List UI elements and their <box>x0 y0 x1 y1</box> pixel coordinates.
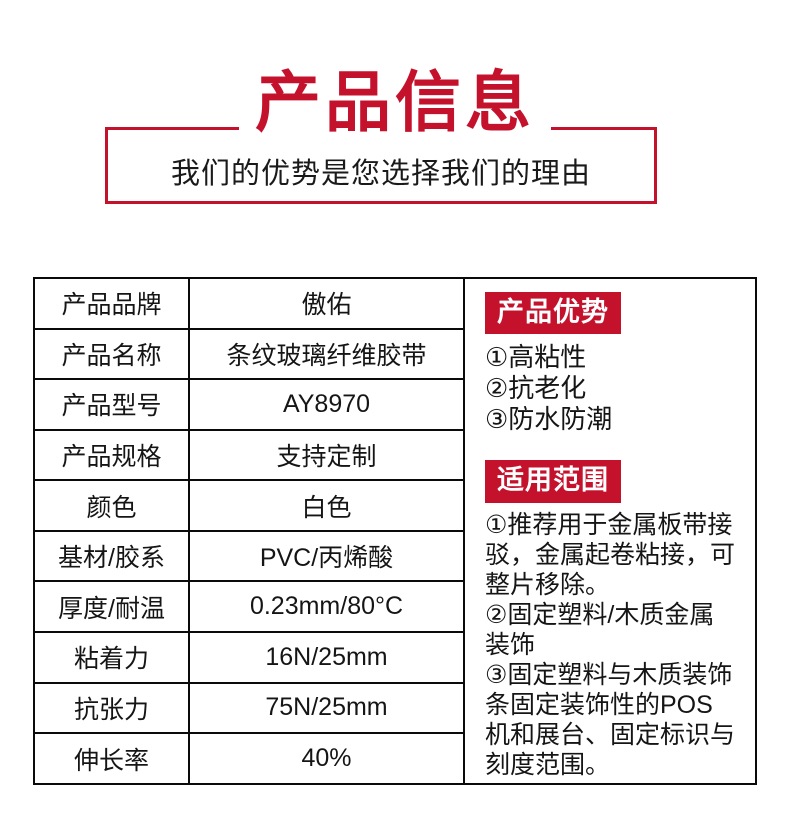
table-row: 厚度/耐温 0.23mm/80°C <box>33 580 756 634</box>
scope-list: ①推荐用于金属板带接驳，金属起卷粘接，可整片移除。 ②固定塑料/木质金属装饰 ③… <box>485 510 735 780</box>
spec-label: 伸长率 <box>33 732 190 785</box>
spec-label: 产品型号 <box>33 378 190 431</box>
spec-label: 颜色 <box>33 479 190 532</box>
table-row: 粘着力 16N/25mm <box>33 631 756 684</box>
table-row: 产品型号 AY8970 <box>33 378 756 431</box>
spec-label: 产品品牌 <box>33 277 190 330</box>
table-row: 产品品牌 傲佑 产品优势 ①高粘性 ②抗老化 ③防水防潮 适用范围 <box>33 277 757 785</box>
spec-value: 75N/25mm <box>188 681 465 735</box>
advantages-badge: 产品优势 <box>485 292 621 335</box>
spec-value: 白色 <box>188 479 465 532</box>
advantage-item: ③防水防潮 <box>485 404 613 435</box>
table-row: 颜色 白色 <box>33 479 756 532</box>
scope-item: ②固定塑料/木质金属装饰 <box>485 600 715 659</box>
spec-label: 基材/胶系 <box>33 529 190 583</box>
spec-value: 0.23mm/80°C <box>188 580 465 634</box>
spec-value: 条纹玻璃纤维胶带 <box>188 327 465 381</box>
page-title: 产品信息 <box>0 65 790 140</box>
spec-label: 产品名称 <box>33 327 190 381</box>
scope-item: ①推荐用于金属板带接驳，金属起卷粘接，可整片移除。 <box>485 510 736 599</box>
spec-value: AY8970 <box>188 378 465 431</box>
spec-value: 支持定制 <box>188 428 465 482</box>
table-row: 产品规格 支持定制 <box>33 428 756 482</box>
advantages-list: ①高粘性 ②抗老化 ③防水防潮 <box>485 342 735 435</box>
spec-value: 傲佑 <box>188 277 465 330</box>
spec-label: 粘着力 <box>33 631 190 684</box>
spec-value: 40% <box>188 732 465 785</box>
spec-label: 抗张力 <box>33 681 190 735</box>
spec-label: 产品规格 <box>33 428 190 482</box>
table-row: 伸长率 40% <box>33 732 756 785</box>
table-row: 产品名称 条纹玻璃纤维胶带 <box>33 327 756 381</box>
spec-value: 16N/25mm <box>188 631 465 684</box>
table-row: 抗张力 75N/25mm <box>33 681 756 735</box>
side-panel: 产品优势 ①高粘性 ②抗老化 ③防水防潮 适用范围 ①推荐用于金属板带接驳，金属… <box>463 277 757 785</box>
page-subtitle: 我们的优势是您选择我们的理由 <box>170 158 591 190</box>
scope-badge: 适用范围 <box>485 460 621 503</box>
scope-item: ③固定塑料与木质装饰条固定装饰性的POS机和展台、固定标识与刻度范围。 <box>485 660 736 779</box>
advantage-item: ②抗老化 <box>485 373 587 404</box>
spec-table: 产品品牌 傲佑 产品优势 ①高粘性 ②抗老化 ③防水防潮 适用范围 <box>33 277 757 785</box>
table-row: 基材/胶系 PVC/丙烯酸 <box>33 529 756 583</box>
advantage-item: ①高粘性 <box>485 342 587 373</box>
spec-label: 厚度/耐温 <box>33 580 190 634</box>
spec-value: PVC/丙烯酸 <box>188 529 465 583</box>
page-title-text: 产品信息 <box>239 65 551 139</box>
